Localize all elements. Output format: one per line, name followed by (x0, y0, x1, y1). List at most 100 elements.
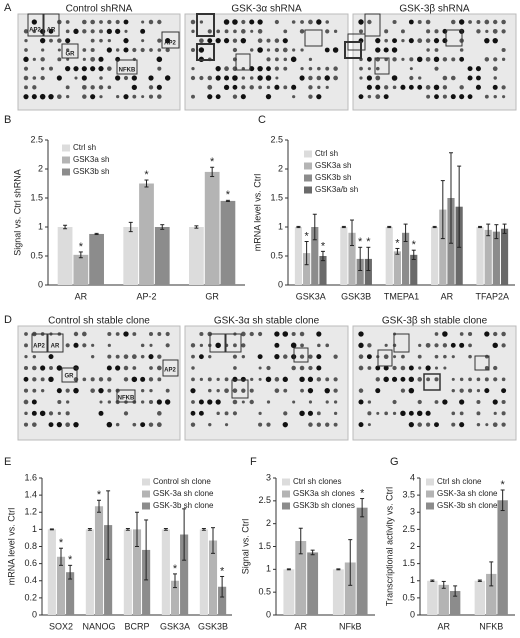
blot-spot (123, 38, 129, 44)
blot-spot (375, 66, 380, 71)
legend-swatch (62, 168, 70, 176)
blot-spot (274, 388, 280, 393)
significance-mark: * (79, 241, 84, 253)
blot-spot (476, 389, 481, 393)
blot-spot (308, 94, 313, 99)
blot-spot (417, 377, 422, 382)
blot-spot (191, 366, 195, 370)
blot-spot (91, 343, 95, 347)
blot-spot (485, 29, 489, 33)
blot-spot (493, 365, 498, 371)
blot-spot (98, 85, 104, 90)
blot-spot (265, 94, 272, 100)
error-bar (336, 568, 341, 571)
blot-spot (484, 331, 490, 337)
blot-spot (82, 377, 87, 382)
blot-spot (451, 57, 456, 62)
blot-spot (417, 354, 422, 359)
error-bar (144, 519, 149, 581)
blot-spot (501, 47, 506, 53)
blot-spot (250, 29, 254, 33)
blot-spot (501, 377, 506, 382)
error-bar (68, 564, 73, 580)
blot-spot (199, 20, 204, 24)
blot-spot (358, 19, 364, 25)
panel-letter: B (4, 114, 11, 126)
bar (307, 552, 319, 615)
blot-spot (123, 75, 129, 81)
blot-spot (32, 85, 37, 90)
blot-spot (233, 366, 237, 370)
highlight-box (161, 31, 180, 49)
blot-spot (48, 354, 54, 360)
blot-spot (156, 422, 162, 428)
y-tick-label: 4 (410, 472, 415, 482)
blot-spot (249, 76, 254, 80)
blot-spot (325, 66, 330, 71)
bar (208, 540, 218, 615)
legend-swatch (304, 174, 312, 182)
bar (439, 209, 447, 285)
blot-spot (333, 354, 338, 359)
blot-spot (57, 411, 61, 415)
blot-spot (198, 47, 205, 53)
blot-spot (207, 38, 213, 44)
blot-spot (391, 75, 398, 81)
blot-spot (317, 66, 321, 71)
blot-title: Control shRNA (66, 4, 133, 15)
blot-spot (232, 411, 238, 416)
error-bar (350, 219, 355, 247)
blot-spot (24, 355, 28, 359)
x-tick-label: AP-2 (136, 291, 156, 301)
blot-spot (299, 354, 305, 359)
blot-spot (49, 366, 53, 370)
highlight-box (47, 333, 64, 353)
blot-spot (434, 343, 439, 348)
blot-spot (123, 331, 129, 337)
blot-spot (48, 411, 54, 416)
blot-spot (190, 75, 196, 81)
blot-spot (484, 94, 489, 99)
blot-spot (232, 354, 238, 359)
blot-spot (375, 365, 381, 371)
blot-spot (98, 56, 104, 62)
blot-spot (266, 57, 271, 62)
highlight-box (364, 13, 381, 37)
significance-mark: * (210, 156, 215, 168)
significance-mark: * (412, 239, 417, 251)
blot-spot (425, 56, 431, 62)
bar (57, 227, 73, 285)
blot-image (17, 325, 181, 441)
blot-spot (493, 377, 498, 382)
blot-spot (40, 66, 45, 71)
error-bar (403, 223, 408, 242)
highlight-box (116, 389, 136, 403)
blot-spot (316, 331, 322, 337)
blot-spot (40, 75, 45, 81)
significance-mark: * (366, 236, 371, 248)
blot-spot (74, 76, 78, 80)
blot-spot (459, 388, 464, 393)
blot-spot (249, 331, 254, 337)
blot-spot (375, 38, 381, 44)
blot-spot (325, 29, 330, 34)
blot-spot (131, 354, 137, 360)
blot-spot (408, 38, 414, 44)
bar (220, 200, 236, 285)
blot-spot (367, 400, 372, 404)
blot-spot (90, 66, 96, 72)
blot-spot (90, 85, 95, 90)
blot-spot (283, 411, 288, 416)
blot-spot (274, 377, 280, 382)
blot-spot (241, 19, 246, 25)
blot-spot (23, 94, 29, 100)
blot-spot (484, 366, 489, 370)
blot-spot (207, 94, 213, 100)
bar (89, 233, 104, 285)
blot-spot (417, 399, 422, 405)
blot-spot (266, 422, 271, 427)
blot-spot (148, 354, 154, 360)
blot-spot (392, 19, 397, 25)
blot-spot (232, 84, 238, 90)
blot-spot (383, 47, 389, 53)
